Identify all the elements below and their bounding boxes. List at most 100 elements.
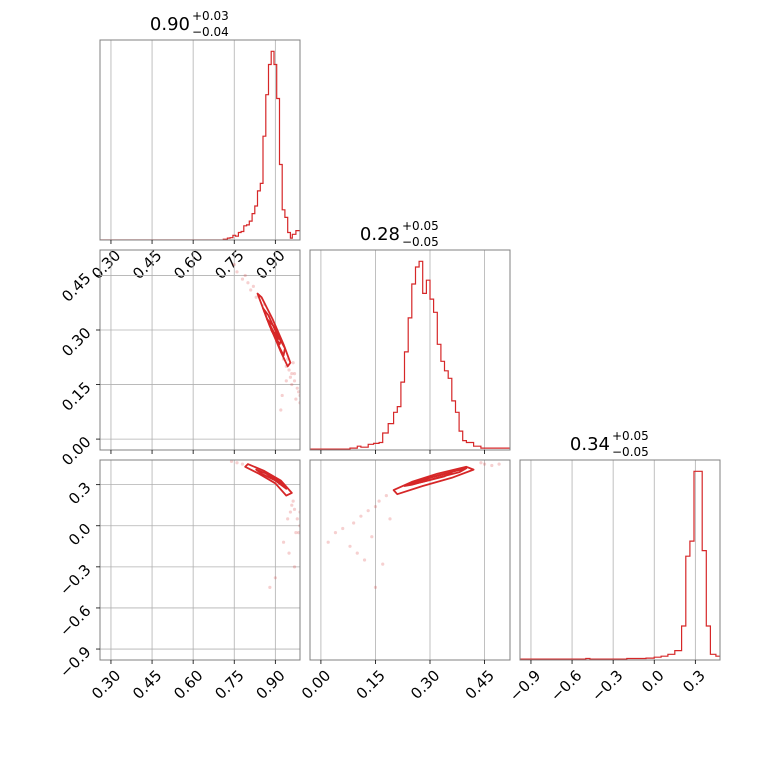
panel-6-histogram-line: [520, 470, 720, 660]
panel-4-contour-1: [255, 468, 288, 490]
panel-2-point-20: [290, 382, 294, 387]
panel-2-contour-2: [266, 318, 282, 346]
panel-5-point-7: [377, 499, 381, 503]
panel-2: 0.000.150.300.45: [58, 249, 301, 469]
panel-6-title-plus: +0.05: [612, 429, 649, 443]
panel-5: 0.00 0.15 0.30 0.45: [298, 459, 511, 703]
panel-1-xtick-label-4: 0.90: [252, 246, 288, 282]
panel-6-xtick-label-4: 0.3: [679, 666, 709, 696]
panel-2-point-7: [254, 295, 258, 299]
panel-5-point-18: [370, 535, 374, 539]
panel-2-point-4: [246, 281, 250, 285]
panel-2-point-13: [287, 368, 291, 372]
panel-2-contour-3: [270, 329, 280, 341]
panel-2-point-18: [297, 390, 300, 394]
panel-2-point-25: [279, 408, 283, 412]
panel-2-point-6: [251, 284, 256, 288]
panel-5-point-16: [479, 461, 483, 465]
panel-4-ytick-label-3: 0.0: [65, 520, 95, 550]
panel-5-point-17: [497, 462, 501, 466]
panel-5-frame: [309, 459, 511, 661]
panel-2-point-24: [280, 393, 284, 398]
panel-3-title-minus: −0.05: [402, 235, 439, 249]
panel-2-point-0: [232, 262, 236, 267]
panel-5-point-14: [482, 462, 487, 466]
panel-4-point-0: [229, 460, 234, 463]
panel-5-xtick-label-1: 0.15: [353, 666, 389, 702]
panel-2-ytick-label-3: 0.45: [58, 269, 94, 305]
panel-2-point-3: [243, 273, 247, 278]
panel-4-xtick-label-2: 0.60: [170, 666, 206, 702]
panel-5-point-13: [348, 544, 352, 548]
panel-2-point-21: [288, 375, 293, 379]
panel-6-title-minus: −0.05: [612, 445, 649, 459]
panel-6-xtick-label-1: −0.6: [547, 666, 585, 704]
panel-4-ytick-label-2: −0.3: [56, 561, 94, 599]
panel-5-point-1: [333, 531, 338, 535]
panel-2-ytick-label-1: 0.15: [58, 378, 94, 414]
panel-5-point-2: [341, 526, 345, 531]
panel-4-point-11: [287, 551, 291, 555]
panel-4-point-16: [288, 510, 293, 514]
panel-5-point-8: [384, 494, 388, 498]
panel-6: −0.9 −0.6 −0.3 0.0 0.3 0.34 +0.05 −0.05: [506, 429, 721, 705]
panel-5-point-15: [490, 463, 494, 468]
panel-4-point-1: [235, 461, 239, 465]
panel-6-frame: [519, 459, 721, 661]
panel-5-point-19: [388, 517, 392, 521]
panel-5-point-11: [373, 585, 378, 589]
panel-4-point-10: [281, 540, 286, 544]
panel-1-title-minus: −0.04: [192, 25, 229, 39]
panel-4-xtick-label-1: 0.45: [129, 666, 165, 702]
panel-4-point-8: [268, 585, 272, 589]
panel-4-point-3: [292, 507, 297, 511]
panel-4-point-6: [297, 531, 300, 535]
panel-1-xtick-label-3: 0.75: [211, 246, 247, 282]
panel-4-ytick-label-0: −0.9: [56, 643, 94, 681]
panel-5-point-6: [373, 504, 378, 509]
panel-1: 0.30 0.45 0.60 0.75 0.900.90 +0.03−0.04: [88, 9, 301, 283]
panel-2-point-19: [292, 372, 297, 376]
panel-2-point-1: [235, 270, 239, 274]
panel-2-point-28: [294, 397, 298, 401]
panel-4-xtick-label-3: 0.75: [211, 666, 247, 702]
panel-2-point-26: [284, 379, 288, 383]
panel-2-ytick-label-2: 0.30: [58, 324, 94, 360]
panel-5-xtick-label-0: 0.00: [298, 666, 334, 702]
panel-4-point-2: [240, 462, 245, 466]
panel-2-point-5: [249, 288, 253, 292]
panel-4-ytick-label-1: −0.6: [56, 602, 94, 640]
panel-3: 0.28 +0.05 −0.05: [309, 219, 511, 454]
panel-1-title-plus: +0.03: [192, 9, 229, 23]
panel-1-xtick-label-2: 0.60: [170, 246, 206, 282]
panel-2-point-2: [240, 277, 245, 281]
panel-6-title-value: 0.34: [570, 434, 610, 455]
panel-3-title-plus: +0.05: [402, 219, 439, 233]
panel-5-contour-2: [414, 471, 453, 485]
panel-4-point-4: [295, 517, 299, 521]
panel-1-xtick-label-1: 0.45: [129, 246, 165, 282]
panel-5-point-3: [352, 521, 356, 525]
panel-4-frame: [99, 459, 301, 661]
panel-4-point-13: [294, 531, 298, 535]
panel-1-xtick-label-0: 0.30: [88, 246, 124, 282]
panel-4-xtick-label-0: 0.30: [88, 666, 124, 702]
panel-4: 0.30 0.45 0.60 0.75 0.90 −0.9−0.6−0.3 0.0 0.3: [56, 459, 301, 703]
panel-1-histogram-line: [100, 50, 300, 240]
panel-5-point-0: [326, 540, 330, 544]
panel-4-contour-2: [263, 471, 282, 483]
panel-4-point-15: [291, 499, 295, 503]
panel-3-frame: [309, 249, 511, 451]
panel-5-point-10: [362, 558, 367, 562]
panel-5-point-12: [381, 562, 385, 566]
panel-6-xtick-label-2: −0.3: [588, 666, 626, 704]
panel-4-point-9: [273, 576, 277, 580]
panel-2-frame: [99, 249, 301, 451]
panel-5-xtick-label-2: 0.30: [407, 666, 443, 702]
panel-6-xtick-label-3: 0.0: [638, 666, 668, 696]
panel-4-contour-0: [244, 463, 293, 497]
panel-1-title-value: 0.90: [150, 14, 190, 35]
panel-2-point-27: [291, 361, 295, 365]
